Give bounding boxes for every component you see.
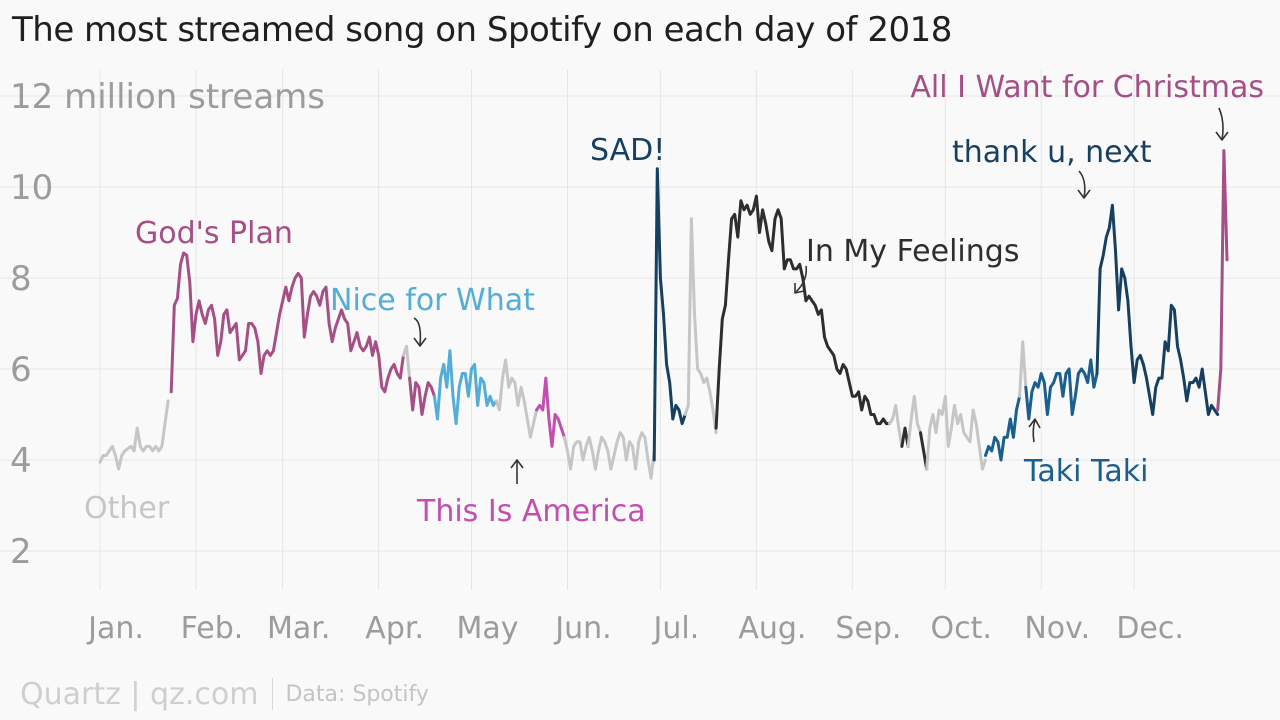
x-tick-label: Oct. [931,611,992,646]
gridlines [0,70,1280,590]
x-tick-label: Jun. [553,611,611,646]
annotations: Other God's Plan Nice for What This Is Amer… [84,70,1264,529]
annotation-arrow [794,265,808,294]
x-tick-label: May [457,611,519,646]
series-line-other [888,403,904,448]
footer-divider [272,678,274,710]
annotation-arrow [1028,418,1041,443]
annotation-label: thank u, next [952,135,1152,170]
series-line-other [925,394,987,471]
annotation-label: God's Plan [135,216,293,251]
series-line-all-i-want-for-christmas [1216,149,1229,412]
annotation-label: Other [84,491,170,526]
annotation-arrow [1215,107,1229,141]
annotation-arrow [510,459,524,484]
annotation-label: Nice for What [330,283,535,318]
series-line-taki-taki [1024,358,1099,421]
series-line-god-s-plan [408,376,436,416]
series-line-in-my-feelings [900,426,910,448]
series-line-other [562,431,656,480]
series-line-other [1018,340,1028,398]
annotation-label: In My Feelings [806,234,1019,269]
x-tick-label: Aug. [738,611,806,646]
x-tick-label: Jan. [86,611,144,646]
series-line-other [906,394,922,448]
y-tick-label: 12 million streams [10,77,325,117]
footer-brand: Quartz | qz.com [20,676,259,712]
annotation-arrow [413,317,427,347]
x-tick-label: Mar. [267,611,330,646]
x-tick-label: Jul. [652,611,700,646]
series-line-sad [652,167,687,462]
y-tick-label: 2 [10,532,32,572]
footer-source: Data: Spotify [285,681,429,707]
annotation-label: SAD! [590,133,665,168]
x-tick-label: Nov. [1024,611,1090,646]
annotation-arrow [1077,170,1091,199]
y-tick-label: 10 [10,168,53,208]
chart-title: The most streamed song on Spotify on eac… [12,10,952,50]
x-tick-label: Dec. [1116,611,1184,646]
series-line-other [494,358,539,439]
annotation-label: This Is America [416,494,646,529]
footer: Quartz | qz.com Data: Spotify [20,674,429,714]
series-line-in-my-feelings [714,194,891,430]
y-tick-label: 4 [10,441,32,481]
series-line-this-is-america [535,376,566,448]
series-line-other [683,217,718,435]
series-line-other [401,344,412,380]
x-axis-ticks: Jan. Feb. Mar. Apr. May Jun. Jul. Aug. Sep. Oct. N… [86,611,1184,646]
series-line-other [98,399,170,471]
series-line-taki-taki [984,394,1022,462]
series-lines [98,149,1229,480]
series-line-thank-u-next [1095,203,1220,416]
y-tick-label: 6 [10,350,32,390]
series-line-nice-for-what [432,349,498,426]
series-line-god-s-plan [169,251,405,394]
x-tick-label: Feb. [181,611,244,646]
annotation-label: All I Want for Christmas [910,70,1264,105]
x-tick-label: Apr. [365,611,424,646]
y-axis-ticks: 2 4 6 8 10 12 million streams [10,77,325,572]
annotation-label: Taki Taki [1023,454,1148,489]
x-tick-label: Sep. [835,611,901,646]
y-tick-label: 8 [10,259,32,299]
